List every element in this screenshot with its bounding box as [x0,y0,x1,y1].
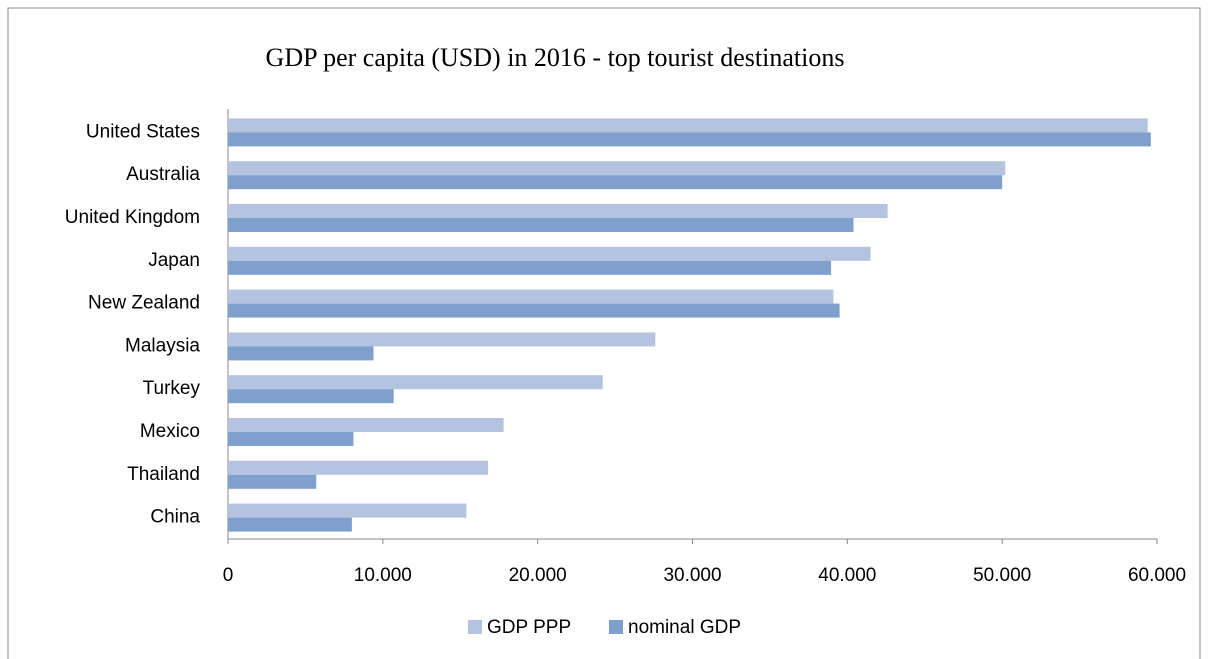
bar [228,418,504,432]
bar [228,389,394,404]
x-tick-label: 30.000 [663,565,721,586]
bar [228,375,603,390]
legend-label: GDP PPP [487,617,571,638]
bar [228,332,656,347]
y-tick-label: Malaysia [125,335,200,356]
x-tick-label: 20.000 [509,565,567,586]
chart-frame [7,7,1201,659]
legend-swatch [609,620,623,634]
bar [228,289,834,304]
y-tick-label: China [150,507,200,528]
y-tick-label: Australia [126,164,200,185]
y-tick-label: Thailand [127,464,200,485]
bar [228,517,352,532]
bar [228,260,832,275]
y-tick-label: New Zealand [88,293,200,314]
chart-title: GDP per capita (USD) in 2016 - top touri… [266,43,845,72]
x-tick-label: 40.000 [818,565,876,586]
x-tick-label: 50.000 [973,565,1031,586]
bar [228,303,840,318]
bar [228,218,854,232]
bar [228,246,871,261]
bar [228,204,888,218]
bar [228,503,467,518]
y-tick-label: United Kingdom [65,207,200,228]
bar [228,474,317,489]
x-tick-label: 10.000 [354,565,412,586]
bar [228,432,354,446]
legend-swatch [468,620,482,634]
bar [228,118,1148,133]
bar [228,346,374,361]
bar [228,460,489,475]
bar [228,132,1151,147]
y-tick-label: Mexico [140,421,200,442]
bar [228,175,1003,190]
legend-label: nominal GDP [628,617,741,638]
x-tick-label: 60.000 [1128,565,1186,586]
y-tick-label: Turkey [143,378,201,399]
y-tick-label: United States [86,121,200,142]
x-tick-label: 0 [223,565,234,586]
bar [228,161,1006,176]
y-tick-label: Japan [148,250,200,271]
